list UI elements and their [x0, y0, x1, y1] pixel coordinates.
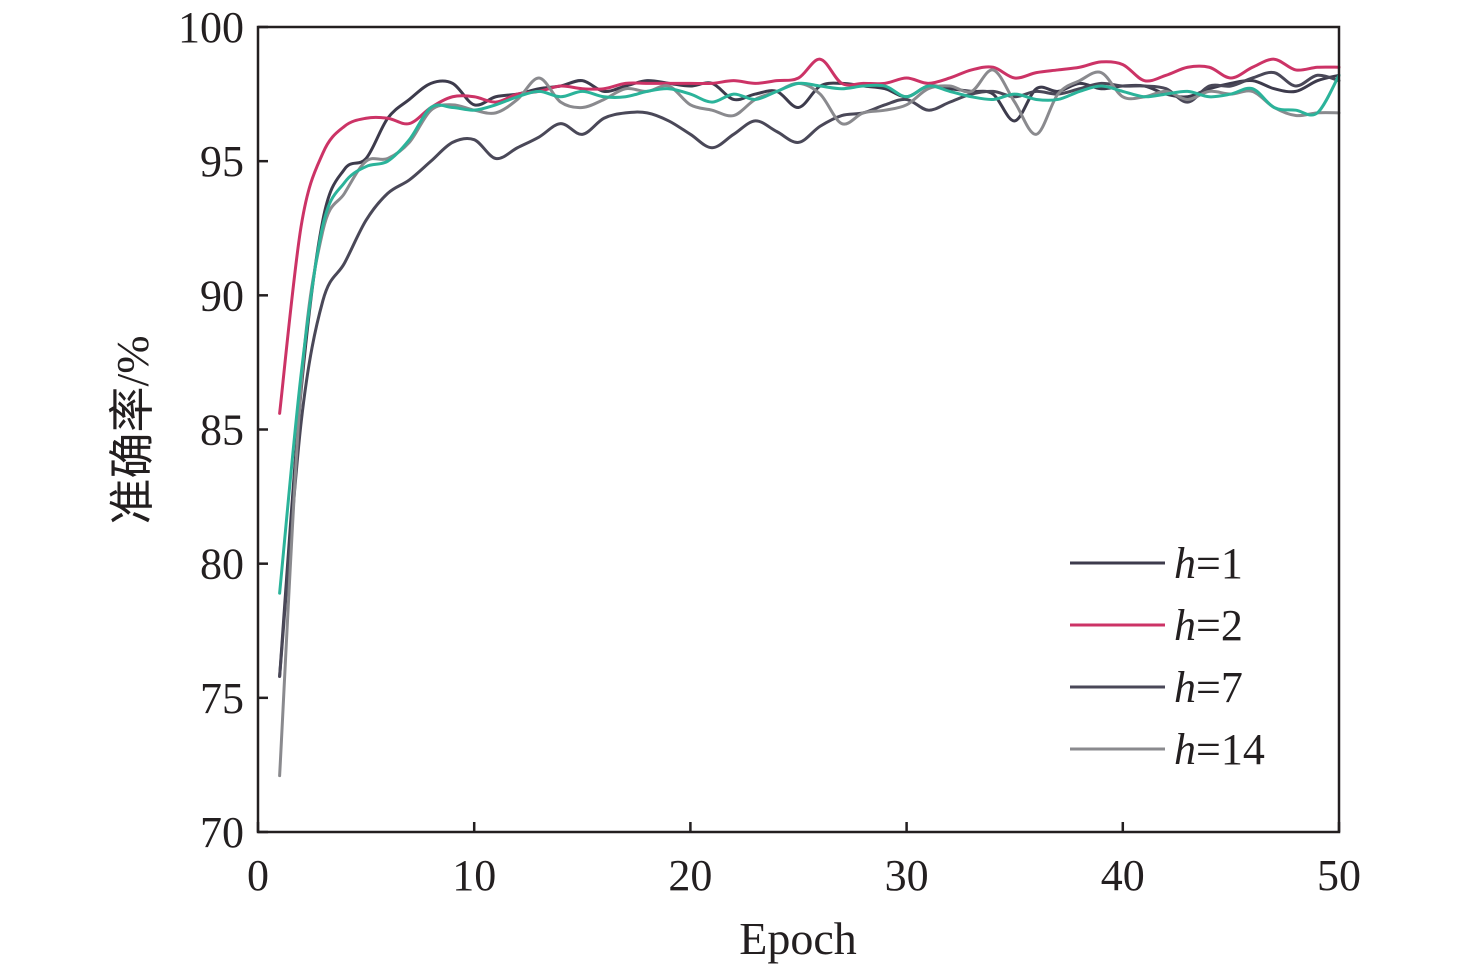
series-line-2: [278, 57, 1341, 415]
legend-item: h=14: [1070, 725, 1265, 774]
y-tick-label: 100: [178, 3, 244, 52]
series-layer: [278, 57, 1341, 778]
legend-label: h=1: [1174, 539, 1243, 588]
y-axis-title: 准确率/%: [107, 335, 158, 524]
y-tick-label: 75: [200, 674, 244, 723]
y-tick-label: 95: [200, 137, 244, 186]
x-tick-label: 20: [668, 851, 712, 900]
y-tick-label: 80: [200, 540, 244, 589]
y-tick-label: 85: [200, 406, 244, 455]
legend-item: h=2: [1070, 601, 1243, 650]
x-tick-label: 10: [452, 851, 496, 900]
x-tick-label: 0: [247, 851, 269, 900]
legend-label: h=7: [1174, 663, 1243, 712]
y-tick-label: 90: [200, 271, 244, 320]
series-line-3: [278, 70, 1341, 678]
x-axis-title: Epoch: [739, 913, 857, 964]
legend-item: h=7: [1070, 663, 1243, 712]
x-tick-label: 40: [1101, 851, 1145, 900]
x-tick-label: 30: [885, 851, 929, 900]
legend: h=1 h=2 h=7 h=14: [1070, 539, 1265, 774]
legend-item: h=1: [1070, 539, 1243, 588]
x-tick-label: 50: [1317, 851, 1361, 900]
series-line-5: [278, 73, 1341, 595]
series-line-1: [278, 73, 1341, 678]
ticks-layer: 0 10 20 30 40 50 70 75 80 85 90 95 100: [178, 3, 1361, 900]
y-tick-label: 70: [200, 808, 244, 857]
legend-label: h=2: [1174, 601, 1243, 650]
legend-label: h=14: [1174, 725, 1265, 774]
